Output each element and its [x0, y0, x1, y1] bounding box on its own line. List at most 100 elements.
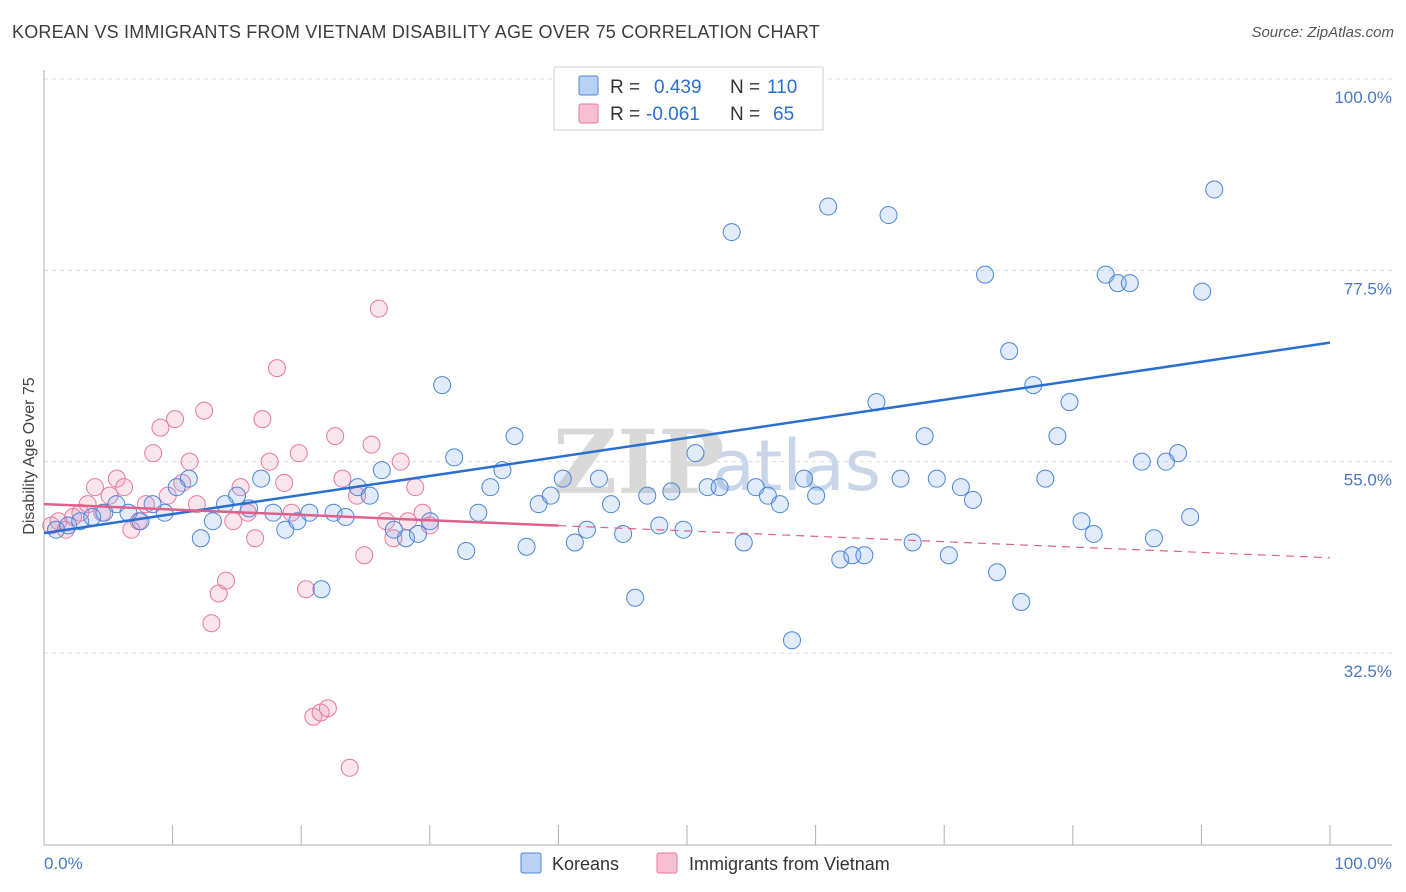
point-vietnam — [391, 452, 410, 471]
point-koreans — [710, 478, 729, 497]
point-koreans — [312, 580, 331, 599]
point-koreans — [903, 533, 922, 552]
point-koreans — [951, 478, 970, 497]
trend-line-koreans — [43, 341, 1331, 535]
point-vietnam — [246, 529, 265, 548]
point-koreans — [650, 516, 669, 535]
point-koreans — [855, 546, 874, 565]
point-koreans — [577, 520, 596, 539]
point-vietnam — [166, 410, 185, 429]
point-vietnam — [267, 359, 286, 378]
point-vietnam — [151, 418, 170, 437]
bottom-legend-label-vietnam: Immigrants from Vietnam — [689, 854, 890, 874]
point-vietnam — [297, 580, 316, 599]
point-koreans — [481, 478, 500, 497]
point-vietnam — [355, 546, 374, 565]
legend-swatch-koreans — [578, 75, 599, 96]
point-koreans — [722, 223, 741, 242]
point-vietnam — [253, 410, 272, 429]
point-koreans — [252, 469, 271, 488]
point-koreans — [433, 376, 452, 395]
y-tick-label: 100.0% — [1334, 88, 1392, 107]
point-koreans — [1120, 274, 1139, 293]
point-koreans — [553, 469, 572, 488]
point-vietnam — [326, 427, 345, 446]
legend-r-value-vietnam: -0.061 — [646, 104, 700, 125]
y-axis-label: Disability Age Over 75 — [21, 377, 38, 535]
point-koreans — [155, 503, 174, 522]
point-koreans — [1072, 512, 1091, 531]
point-koreans — [505, 427, 524, 446]
bottom-legend-label-koreans: Koreans — [552, 854, 619, 874]
point-koreans — [71, 512, 90, 531]
point-koreans — [662, 482, 681, 501]
point-koreans — [674, 520, 693, 539]
legend-r-label-vietnam: R = — [610, 104, 640, 125]
bottom-legend-swatch-koreans — [520, 852, 542, 874]
y-tick-label: 32.5% — [1344, 662, 1392, 681]
point-koreans — [1012, 592, 1031, 611]
series-vietnam-points — [42, 299, 439, 777]
point-koreans — [602, 495, 621, 514]
x-tick-label-max: 100.0% — [1334, 854, 1392, 873]
point-koreans — [457, 541, 476, 560]
point-koreans — [819, 197, 838, 216]
legend-swatch-vietnam — [578, 103, 599, 124]
grid-lines — [44, 78, 1392, 654]
legend-r-value-koreans: 0.439 — [654, 77, 702, 98]
point-koreans — [589, 469, 608, 488]
point-koreans — [1036, 469, 1055, 488]
point-vietnam — [202, 614, 221, 633]
x-tick-label-min: 0.0% — [44, 854, 83, 873]
point-koreans — [831, 550, 850, 569]
point-koreans — [686, 444, 705, 463]
watermark-atlas: atlas — [712, 425, 881, 507]
point-vietnam — [275, 473, 294, 492]
point-koreans — [915, 427, 934, 446]
point-vietnam — [289, 444, 308, 463]
point-koreans — [891, 469, 910, 488]
point-koreans — [565, 533, 584, 552]
point-koreans — [807, 486, 826, 505]
y-tick-label: 77.5% — [1344, 279, 1392, 298]
point-koreans — [963, 490, 982, 509]
point-koreans — [988, 563, 1007, 582]
point-koreans — [614, 524, 633, 543]
bottom-legend-swatch-vietnam — [656, 852, 678, 874]
point-koreans — [1000, 342, 1019, 361]
point-vietnam — [369, 299, 388, 318]
legend-r-label-koreans: R = — [610, 77, 640, 98]
point-vietnam — [85, 478, 104, 497]
point-koreans — [179, 469, 198, 488]
point-koreans — [228, 486, 247, 505]
y-tick-labels: 32.5% 55.0% 77.5% 100.0% — [1334, 88, 1392, 681]
point-koreans — [976, 265, 995, 284]
point-koreans — [1048, 427, 1067, 446]
point-vietnam — [144, 444, 163, 463]
chart-title: KOREAN VS IMMIGRANTS FROM VIETNAM DISABI… — [12, 22, 820, 42]
point-koreans — [1144, 529, 1163, 548]
trend-lines — [43, 341, 1331, 559]
legend-n-label-vietnam: N = — [730, 104, 760, 125]
point-koreans — [927, 469, 946, 488]
point-koreans — [1181, 507, 1200, 526]
point-vietnam — [362, 435, 381, 454]
point-koreans — [131, 512, 150, 531]
point-koreans — [541, 486, 560, 505]
trend-line-vietnam-dashed — [558, 525, 1331, 559]
point-koreans — [734, 533, 753, 552]
point-koreans — [300, 503, 319, 522]
point-koreans — [409, 524, 428, 543]
source-label: Source: ZipAtlas.com — [1251, 24, 1394, 41]
legend-n-value-vietnam: 65 — [773, 104, 794, 125]
point-koreans — [1169, 444, 1188, 463]
point-vietnam — [333, 469, 352, 488]
point-koreans — [372, 461, 391, 480]
point-koreans — [360, 486, 379, 505]
point-koreans — [770, 495, 789, 514]
legend-n-value-koreans: 110 — [767, 77, 797, 98]
point-vietnam — [406, 478, 425, 497]
point-koreans — [783, 631, 802, 650]
point-koreans — [1132, 452, 1151, 471]
